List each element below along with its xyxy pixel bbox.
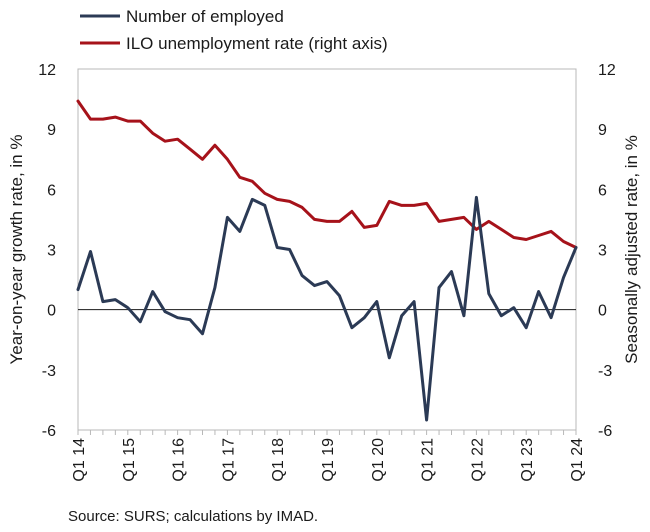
legend: Number of employed ILO unemployment rate …	[80, 7, 388, 53]
left-tick-label: -3	[42, 363, 56, 380]
right-tick-label: 9	[598, 122, 607, 139]
x-tick-label: Q1 18	[270, 438, 287, 482]
x-tick-label: Q1 24	[569, 438, 586, 482]
x-tick-label: Q1 22	[469, 438, 486, 482]
right-tick-label: 3	[598, 243, 607, 260]
series-line-employed	[76, 195, 578, 422]
x-tick-label: Q1 15	[121, 438, 138, 482]
x-tick-label: Q1 19	[320, 438, 337, 482]
x-tick-label: Q1 14	[71, 438, 88, 482]
x-tick-label: Q1 21	[420, 438, 437, 482]
right-tick-label: -3	[598, 363, 612, 380]
x-tick-label: Q1 16	[171, 438, 188, 482]
legend-label: ILO unemployment rate (right axis)	[126, 34, 388, 53]
right-tick-label: 12	[598, 62, 616, 79]
x-tick-label: Q1 20	[370, 438, 387, 482]
axis-labels: 12 9 6 3 0 -3 -6 12 9 6 3 0 -3 -6 Q1 14 Q1 15 Q1 16 Q1 17…	[7, 62, 641, 482]
left-tick-label: 3	[47, 243, 56, 260]
left-tick-label: 0	[47, 303, 56, 320]
x-tick-label: Q1 17	[220, 438, 237, 482]
right-tick-label: 0	[598, 303, 607, 320]
legend-label: Number of employed	[126, 7, 284, 26]
left-tick-label: 12	[38, 62, 56, 79]
left-axis-title: Year-on-year growth rate, in %	[7, 135, 26, 365]
right-tick-label: 6	[598, 182, 607, 199]
source-note: Source: SURS; calculations by IMAD.	[68, 508, 319, 525]
right-tick-label: -6	[598, 423, 612, 440]
left-tick-label: 6	[47, 182, 56, 199]
x-tick-label: Q1 23	[519, 438, 536, 482]
plot-frame	[77, 68, 577, 431]
series-line-unemployment	[76, 99, 578, 249]
left-tick-label: 9	[47, 122, 56, 139]
axes	[77, 68, 577, 435]
series-lines	[76, 99, 578, 422]
right-axis-title: Seasonally adjusted rate, in %	[622, 135, 641, 364]
left-tick-label: -6	[42, 423, 56, 440]
